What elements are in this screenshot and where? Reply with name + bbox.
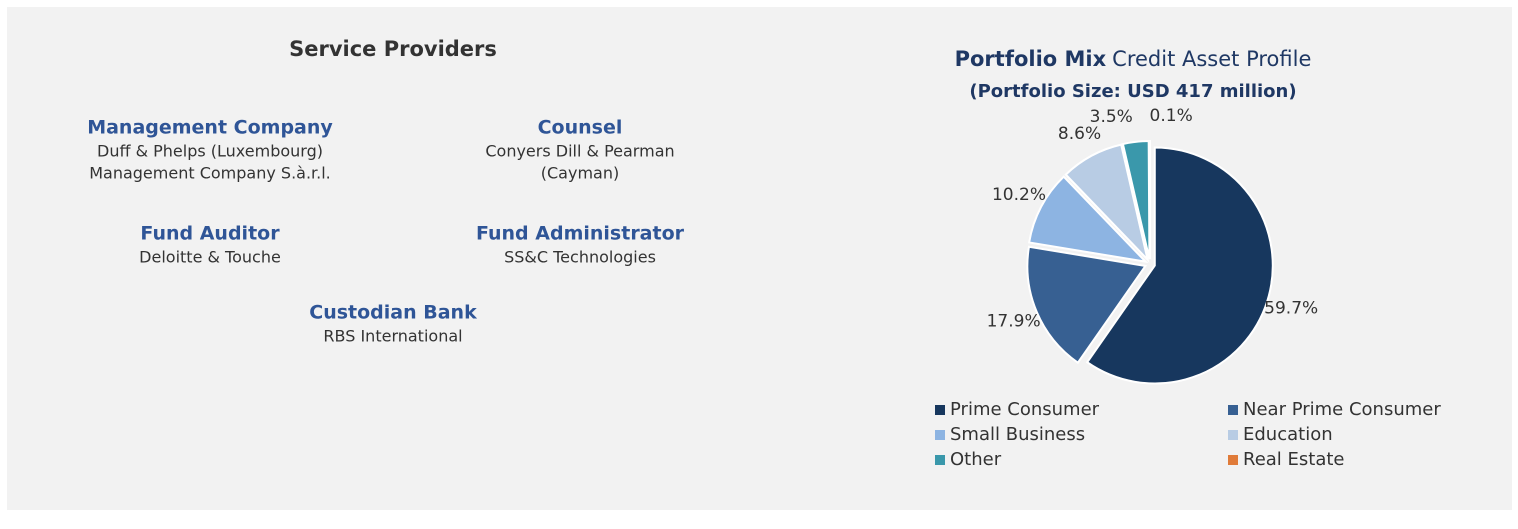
section-title: Service Providers xyxy=(289,37,497,61)
pie-slice xyxy=(1026,245,1148,365)
provider-role: Fund Auditor xyxy=(140,223,280,245)
provider-role: Management Company xyxy=(87,117,333,139)
legend-swatch xyxy=(1228,430,1238,440)
legend-label: Real Estate xyxy=(1243,449,1345,470)
chart-title: Portfolio Mix xyxy=(955,47,1107,71)
chart-subtitle: (Portfolio Size: USD 417 million) xyxy=(969,81,1296,102)
data-label: 17.9% xyxy=(987,311,1041,331)
provider-name: Conyers Dill & Pearman xyxy=(485,142,674,161)
legend-label: Other xyxy=(950,449,1002,470)
data-label: 0.1% xyxy=(1150,106,1193,126)
provider-name: Management Company S.à.r.l. xyxy=(89,164,331,183)
legend-swatch xyxy=(1228,405,1238,415)
data-label: 59.7% xyxy=(1264,298,1318,318)
chart-title-line: Portfolio Mix Credit Asset Profile xyxy=(955,47,1312,71)
data-label: 3.5% xyxy=(1090,107,1133,127)
legend-label: Education xyxy=(1243,424,1333,445)
provider-name: (Cayman) xyxy=(541,164,619,183)
provider-role: Custodian Bank xyxy=(309,302,477,324)
legend-swatch xyxy=(935,405,945,415)
provider-role: Counsel xyxy=(538,117,623,139)
provider-name: SS&C Technologies xyxy=(504,248,656,267)
legend-swatch xyxy=(935,430,945,440)
legend-swatch xyxy=(935,455,945,465)
pie-slice xyxy=(1148,139,1151,260)
pie-slice xyxy=(1064,143,1150,263)
chart-title-detail: Credit Asset Profile xyxy=(1112,47,1311,71)
provider-name: RBS International xyxy=(323,327,462,346)
legend-swatch xyxy=(1228,455,1238,465)
provider-name: Duff & Phelps (Luxembourg) xyxy=(97,142,323,161)
data-label: 10.2% xyxy=(992,185,1046,205)
legend-label: Prime Consumer xyxy=(950,399,1100,420)
legend-label: Small Business xyxy=(950,424,1085,445)
provider-role: Fund Administrator xyxy=(476,223,685,245)
pie-slice xyxy=(1027,175,1149,264)
legend-label: Near Prime Consumer xyxy=(1243,399,1441,420)
pie-slice xyxy=(1085,146,1274,385)
provider-name: Deloitte & Touche xyxy=(139,248,281,267)
data-label: 8.6% xyxy=(1058,124,1101,144)
